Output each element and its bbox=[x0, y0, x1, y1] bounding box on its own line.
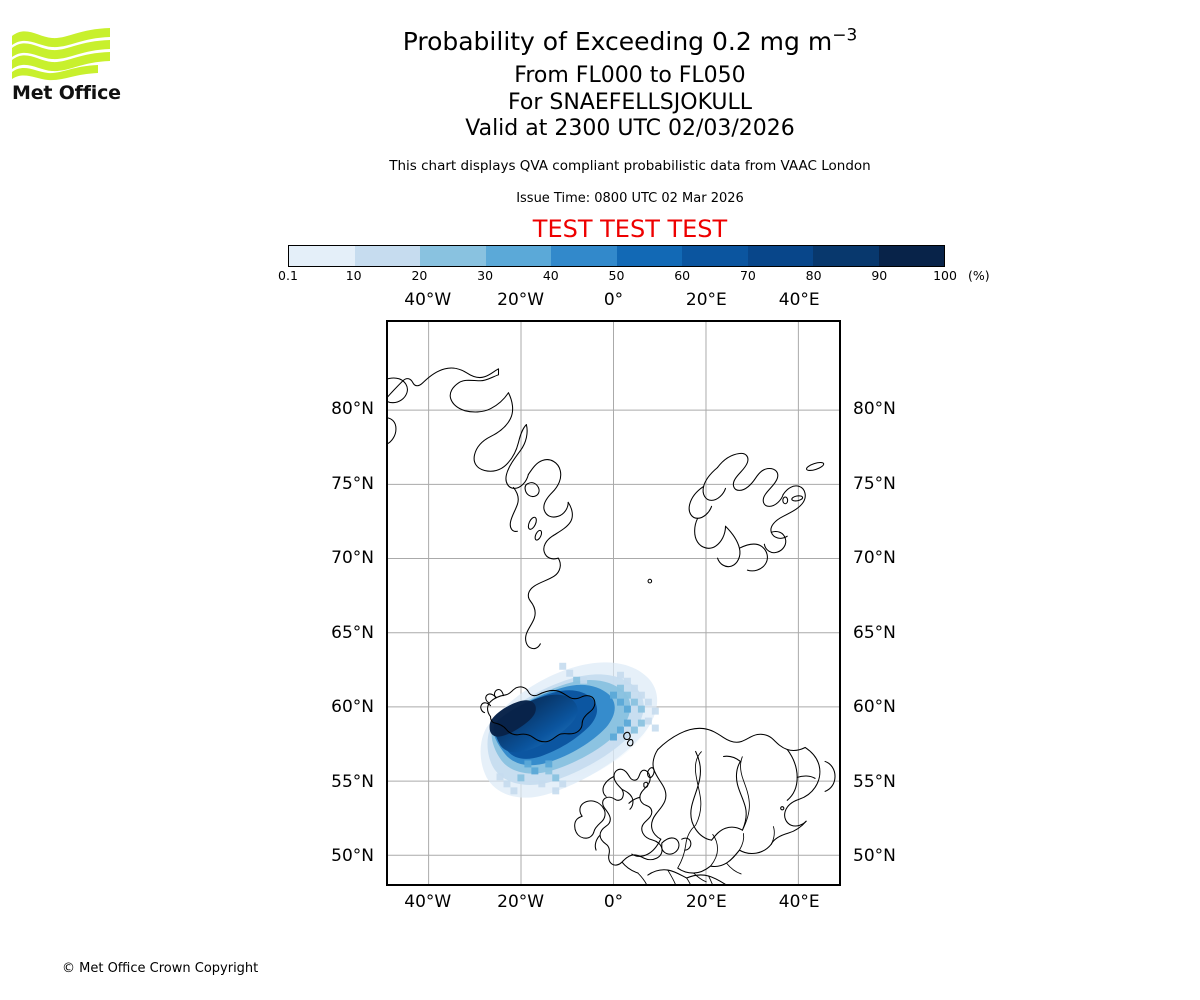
lat-label-left-60°N: 60°N bbox=[331, 697, 374, 718]
colorbar-band-10-20 bbox=[354, 246, 420, 266]
colorbar-tick-40: 40 bbox=[542, 268, 559, 283]
lat-label-right-55°N: 55°N bbox=[853, 771, 896, 792]
ash-probability-plume bbox=[480, 662, 659, 798]
colorbar-tick-20: 20 bbox=[411, 268, 428, 283]
probability-colorbar bbox=[288, 245, 945, 267]
lat-label-left-80°N: 80°N bbox=[331, 399, 374, 420]
lon-label-top-0°: 0° bbox=[603, 290, 624, 310]
met-office-logo: Met Office bbox=[12, 26, 122, 114]
lon-label-top-40°W: 40°W bbox=[404, 290, 452, 310]
colorbar-band-50-60 bbox=[616, 246, 682, 266]
page-title-exponent: −3 bbox=[832, 25, 858, 46]
lat-label-left-75°N: 75°N bbox=[331, 473, 374, 494]
lat-label-left-65°N: 65°N bbox=[331, 622, 374, 643]
lat-label-left-50°N: 50°N bbox=[331, 846, 374, 867]
lon-label-top-20°E: 20°E bbox=[685, 290, 727, 310]
colorbar-band-30-40 bbox=[485, 246, 551, 266]
colorbar-tick-labels: 0.1 10 20 30 40 50 60 70 80 90 100 bbox=[278, 268, 957, 284]
lon-label-bottom-40°E: 40°E bbox=[778, 892, 820, 912]
colorbar-band-60-70 bbox=[682, 246, 748, 266]
met-office-logo-text: Met Office bbox=[12, 82, 121, 104]
lon-label-top-40°E: 40°E bbox=[778, 290, 820, 310]
lon-label-bottom-20°E: 20°E bbox=[685, 892, 727, 912]
colorbar-tick-80: 80 bbox=[805, 268, 822, 283]
met-office-wave-mark bbox=[12, 28, 110, 81]
lon-label-top-20°W: 20°W bbox=[497, 290, 545, 310]
colorbar-tick-70: 70 bbox=[739, 268, 756, 283]
lat-label-left-70°N: 70°N bbox=[331, 548, 374, 569]
coastlines bbox=[387, 367, 836, 885]
lat-label-right-80°N: 80°N bbox=[853, 399, 896, 420]
colorbar-band-90-100 bbox=[878, 246, 944, 266]
lon-label-bottom-0°: 0° bbox=[603, 892, 624, 912]
colorbar-tick-60: 60 bbox=[674, 268, 691, 283]
test-banner: TEST TEST TEST bbox=[532, 215, 728, 243]
colorbar-unit-label: (%) bbox=[968, 268, 990, 283]
lon-label-bottom-40°W: 40°W bbox=[404, 892, 452, 912]
flight-level-range: From FL000 to FL050 bbox=[514, 63, 746, 88]
lat-label-right-70°N: 70°N bbox=[853, 548, 896, 569]
colorbar-band-0.1-10 bbox=[289, 246, 355, 266]
lon-label-bottom-20°W: 20°W bbox=[497, 892, 545, 912]
lat-label-right-65°N: 65°N bbox=[853, 622, 896, 643]
colorbar-tick-50: 50 bbox=[608, 268, 625, 283]
issue-time: Issue Time: 0800 UTC 02 Mar 2026 bbox=[516, 191, 744, 206]
valid-time: Valid at 2300 UTC 02/03/2026 bbox=[465, 116, 795, 141]
copyright-notice: © Met Office Crown Copyright bbox=[62, 961, 259, 976]
map-plot-area[interactable] bbox=[386, 320, 841, 886]
page-title: Probability of Exceeding 0.2 mg m−3 bbox=[180, 26, 1080, 58]
colorbar-bands bbox=[288, 245, 945, 267]
colorbar-tick-100: 100 bbox=[933, 268, 957, 283]
lat-label-right-60°N: 60°N bbox=[853, 697, 896, 718]
lat-label-left-55°N: 55°N bbox=[331, 771, 374, 792]
colorbar-tick-10: 10 bbox=[345, 268, 362, 283]
volcano-name: For SNAEFELLSJOKULL bbox=[507, 90, 753, 115]
lat-label-right-50°N: 50°N bbox=[853, 846, 896, 867]
colorbar-band-70-80 bbox=[747, 246, 813, 266]
colorbar-tick-90: 90 bbox=[871, 268, 888, 283]
lat-label-right-75°N: 75°N bbox=[853, 473, 896, 494]
colorbar-band-80-90 bbox=[813, 246, 879, 266]
page-title-text: Probability of Exceeding 0.2 mg m bbox=[402, 27, 833, 56]
map-frame bbox=[387, 321, 840, 885]
qva-note: This chart displays QVA compliant probab… bbox=[389, 158, 871, 174]
map-canvas bbox=[387, 321, 840, 885]
colorbar-band-40-50 bbox=[551, 246, 617, 266]
colorbar-band-20-30 bbox=[420, 246, 486, 266]
colorbar-tick-0.1: 0.1 bbox=[278, 268, 298, 283]
colorbar-tick-30: 30 bbox=[477, 268, 494, 283]
